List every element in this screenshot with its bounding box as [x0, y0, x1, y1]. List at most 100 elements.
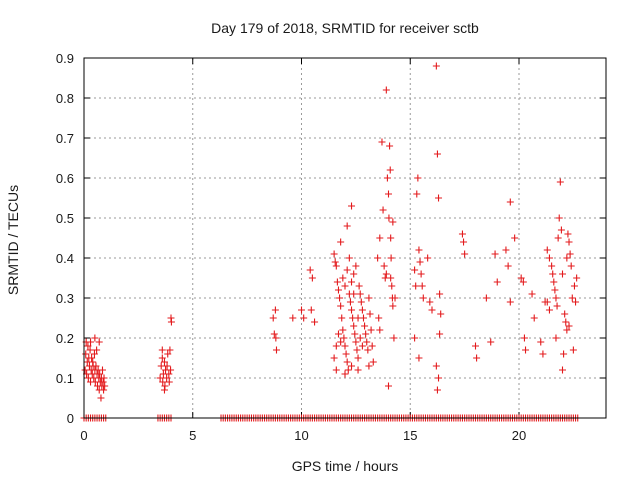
data-point: [562, 318, 570, 326]
chart-title: Day 179 of 2018, SRMTID for receiver sct…: [211, 20, 479, 36]
data-point: [415, 354, 423, 362]
data-point: [387, 254, 395, 262]
y-tick-label: 0.5: [56, 211, 74, 226]
data-point: [379, 206, 387, 214]
data-point: [382, 270, 390, 278]
y-tick-label: 0.1: [56, 371, 74, 386]
data-point: [160, 358, 168, 366]
data-point: [437, 310, 445, 318]
data-point: [167, 366, 175, 374]
data-point: [298, 306, 305, 314]
data-point: [552, 294, 560, 302]
data-point: [433, 386, 441, 394]
data-point: [361, 322, 369, 330]
x-tick-label: 10: [294, 428, 308, 443]
data-point: [573, 274, 581, 282]
data-point: [567, 262, 575, 270]
data-point: [86, 346, 94, 354]
grid: [84, 58, 606, 418]
data-point: [350, 322, 358, 330]
data-point: [289, 314, 297, 322]
data-point: [365, 294, 373, 302]
data-point: [271, 306, 279, 314]
data-point: [87, 338, 95, 346]
data-point: [388, 282, 396, 290]
data-point: [92, 362, 100, 370]
data-point: [332, 342, 340, 350]
data-point: [539, 350, 547, 358]
y-tick-label: 0.7: [56, 131, 74, 146]
data-point: [380, 262, 388, 270]
data-point: [307, 306, 315, 314]
data-point: [356, 334, 364, 342]
data-point: [369, 358, 377, 366]
data-point: [337, 238, 345, 246]
data-point: [330, 354, 338, 362]
data-point: [101, 382, 109, 390]
data-point: [358, 306, 366, 314]
data-point: [81, 366, 89, 374]
data-point: [530, 314, 538, 322]
data-point: [342, 350, 350, 358]
data-point: [350, 290, 358, 298]
data-point: [354, 366, 362, 374]
data-point: [391, 294, 399, 302]
data-point: [163, 374, 171, 382]
y-tick-label: 0.2: [56, 331, 74, 346]
data-point: [412, 282, 420, 290]
data-point: [432, 362, 440, 370]
data-point: [333, 278, 341, 286]
x-axis-label: GPS time / hours: [292, 458, 399, 474]
data-point: [337, 302, 345, 310]
data-point: [419, 294, 427, 302]
data-point: [90, 350, 98, 358]
data-point: [95, 338, 103, 346]
data-point: [382, 86, 390, 94]
data-point: [504, 262, 512, 270]
data-point: [435, 374, 443, 382]
data-point: [343, 222, 351, 230]
data-point: [96, 370, 104, 378]
data-point: [386, 166, 394, 174]
data-point: [555, 214, 563, 222]
data-point: [568, 294, 576, 302]
data-point: [416, 258, 424, 266]
x-tick-label: 20: [512, 428, 526, 443]
data-point: [341, 342, 349, 350]
data-point: [306, 266, 314, 274]
data-point: [548, 262, 556, 270]
data-point: [365, 362, 373, 370]
data-point: [387, 274, 395, 282]
data-point: [334, 286, 342, 294]
data-point: [311, 318, 319, 326]
data-point: [389, 302, 397, 310]
data-point: [569, 346, 577, 354]
data-point: [472, 342, 479, 350]
data-point: [156, 374, 164, 382]
data-point: [339, 326, 347, 334]
data-point: [541, 298, 549, 306]
data-point: [160, 386, 168, 394]
data-point: [336, 294, 344, 302]
data-point: [559, 270, 566, 278]
data-point: [426, 298, 434, 306]
data-point: [352, 338, 360, 346]
data-point: [415, 246, 423, 254]
data-point: [517, 274, 525, 282]
data-point: [491, 250, 499, 258]
data-point: [385, 382, 392, 390]
data-point: [424, 254, 432, 262]
data-point: [561, 310, 569, 318]
data-point: [565, 238, 573, 246]
data-point: [339, 274, 347, 282]
data-point: [432, 62, 440, 70]
data-point: [520, 334, 528, 342]
data-point: [428, 306, 436, 314]
data-point: [387, 234, 395, 242]
data-point: [164, 350, 172, 358]
data-point: [358, 342, 366, 350]
data-point: [100, 374, 108, 382]
data-point: [366, 310, 374, 318]
data-point: [461, 250, 469, 258]
